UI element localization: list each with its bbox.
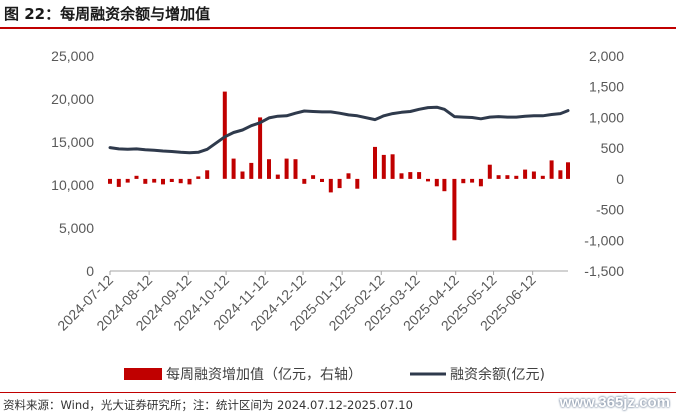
weekly-increase-bar bbox=[267, 159, 271, 179]
source-note: 资料来源：Wind，光大证券研究所；注：统计区间为 2024.07.12-202… bbox=[3, 398, 413, 412]
weekly-increase-bar bbox=[399, 173, 404, 179]
weekly-increase-bar bbox=[152, 178, 157, 183]
left-y-tick-label: 5,000 bbox=[59, 220, 94, 236]
weekly-increase-bar bbox=[134, 175, 139, 179]
weekly-increase-bar bbox=[116, 178, 121, 187]
weekly-increase-bar bbox=[143, 178, 148, 184]
weekly-increase-bar bbox=[470, 178, 475, 183]
weekly-increase-bar bbox=[302, 178, 307, 184]
weekly-increase-bar bbox=[426, 178, 430, 182]
right-y-tick-label: 0 bbox=[616, 171, 624, 187]
left-y-tick-label: 0 bbox=[86, 263, 94, 279]
financing-balance-line bbox=[108, 105, 570, 155]
weekly-increase-bar bbox=[478, 178, 483, 187]
weekly-increase-bar bbox=[320, 178, 324, 182]
weekly-increase-bar bbox=[487, 164, 492, 179]
weekly-increase-bar bbox=[328, 178, 333, 193]
title-bar: 图 22：每周融资余额与增加值 bbox=[0, 0, 676, 27]
right-y-tick-label: 500 bbox=[601, 140, 625, 156]
weekly-increase-bar bbox=[311, 175, 316, 179]
weekly-increase-bar bbox=[178, 178, 183, 184]
line-series bbox=[108, 105, 570, 155]
right-y-tick-label: -1,000 bbox=[584, 232, 624, 248]
weekly-increase-bar bbox=[337, 178, 342, 189]
weekly-increase-bar bbox=[408, 172, 413, 179]
left-y-tick-label: 15,000 bbox=[51, 134, 94, 150]
right-y-tick-label: 2,000 bbox=[589, 48, 624, 64]
weekly-increase-bar bbox=[284, 158, 289, 179]
legend-bar-swatch bbox=[124, 368, 162, 380]
weekly-increase-bar bbox=[249, 162, 254, 179]
weekly-increase-bar bbox=[169, 178, 174, 182]
right-y-tick-label: 1,500 bbox=[589, 79, 624, 95]
weekly-increase-bar bbox=[187, 178, 192, 185]
legend: 每周融资增加值（亿元，右轴） 融资余额(亿元) bbox=[124, 366, 545, 383]
chart: 0 5,000 10,000 15,000 20,000 25,000 -1,500 -1,0… bbox=[51, 48, 624, 383]
weekly-increase-bar bbox=[205, 170, 210, 179]
right-y-tick-label: -500 bbox=[596, 202, 624, 218]
left-y-tick-label: 25,000 bbox=[51, 48, 94, 64]
right-y-tick-label: 1,000 bbox=[589, 109, 624, 125]
weekly-increase-bar bbox=[417, 172, 422, 179]
weekly-increase-bar bbox=[558, 170, 563, 179]
legend-bar-label: 每周融资增加值（亿元，右轴） bbox=[166, 367, 362, 383]
left-y-tick-label: 10,000 bbox=[51, 177, 94, 193]
weekly-increase-bar bbox=[531, 171, 536, 179]
weekly-increase-bar bbox=[461, 178, 466, 184]
title-divider bbox=[0, 27, 676, 29]
weekly-increase-bar bbox=[549, 160, 554, 179]
weekly-increase-bar bbox=[523, 169, 528, 179]
weekly-increase-bar bbox=[434, 178, 439, 187]
weekly-increase-bar bbox=[231, 158, 236, 179]
weekly-increase-bar bbox=[355, 178, 360, 189]
left-y-tick-label: 20,000 bbox=[51, 91, 94, 107]
weekly-increase-bar bbox=[293, 159, 298, 179]
weekly-increase-bar bbox=[540, 175, 545, 179]
weekly-increase-bar bbox=[258, 117, 263, 179]
weekly-increase-bar bbox=[196, 176, 201, 179]
weekly-increase-bar bbox=[496, 175, 501, 179]
weekly-increase-bar bbox=[452, 178, 457, 241]
weekly-increase-bar bbox=[373, 146, 377, 179]
right-y-tick-label: -1,500 bbox=[584, 263, 624, 279]
watermark: www.365jz.com bbox=[559, 394, 670, 411]
weekly-increase-bar bbox=[240, 171, 245, 179]
chart-title: 图 22：每周融资余额与增加值 bbox=[4, 5, 211, 23]
weekly-increase-bar bbox=[390, 154, 395, 179]
weekly-increase-bar bbox=[505, 175, 510, 179]
legend-line-label: 融资余额(亿元) bbox=[450, 366, 545, 383]
weekly-increase-bar bbox=[346, 173, 351, 179]
weekly-increase-bar bbox=[125, 178, 130, 183]
weekly-increase-bar bbox=[514, 175, 519, 179]
weekly-increase-bar bbox=[108, 178, 112, 184]
weekly-increase-bar bbox=[275, 174, 280, 179]
weekly-increase-bar bbox=[381, 154, 386, 179]
weekly-increase-bar bbox=[442, 178, 447, 192]
weekly-increase-bar bbox=[566, 162, 570, 179]
axes: 0 5,000 10,000 15,000 20,000 25,000 -1,500 -1,0… bbox=[51, 48, 624, 334]
weekly-increase-bar bbox=[161, 178, 165, 185]
source-divider bbox=[0, 392, 676, 393]
